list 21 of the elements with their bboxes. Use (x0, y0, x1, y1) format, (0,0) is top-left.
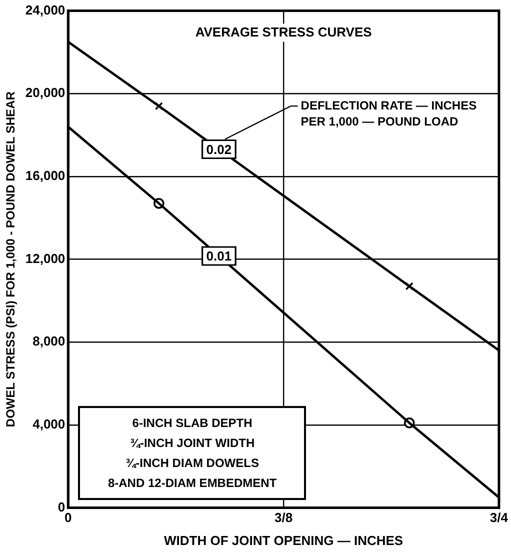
annotation: ¾-INCH JOINT WIDTH (128, 434, 256, 452)
y-tick-label: 0 (58, 499, 66, 514)
legend-title: DEFLECTION RATE — INCHES PER 1,000 — POUND LOAD (300, 98, 477, 128)
y-axis-title: DOWEL STRESS (PSI) FOR 1,000 - POUND DOWEL SHEAR (4, 91, 18, 428)
y-tick-label: 24,000 (25, 2, 66, 18)
y-tick-label: 4,000 (32, 416, 66, 432)
point (154, 102, 163, 110)
text: AVERAGE STRESS CURVES (195, 24, 372, 40)
series-label: 0.02 (206, 142, 232, 157)
y-tick-label: 8,000 (32, 334, 66, 349)
series-label: 0.01 (206, 248, 232, 264)
x-tick-label: 3/4 (490, 510, 509, 526)
point (405, 282, 414, 290)
x-axis-title: WIDTH OF JOINT OPENING — INCHES (164, 532, 404, 548)
y-tick-label: 12,000 (25, 250, 66, 266)
annotation: 8-AND 12-DIAM EMBEDMENT (106, 474, 278, 492)
y-tick-label: 20,000 (25, 85, 66, 100)
x-tick-label: 3/8 (274, 510, 293, 526)
annotation: ¾-INCH DIAM DOWELS (124, 454, 260, 472)
annotation: 6-INCH SLAB DEPTH (131, 414, 254, 432)
y-tick-label: 16,000 (25, 168, 66, 184)
